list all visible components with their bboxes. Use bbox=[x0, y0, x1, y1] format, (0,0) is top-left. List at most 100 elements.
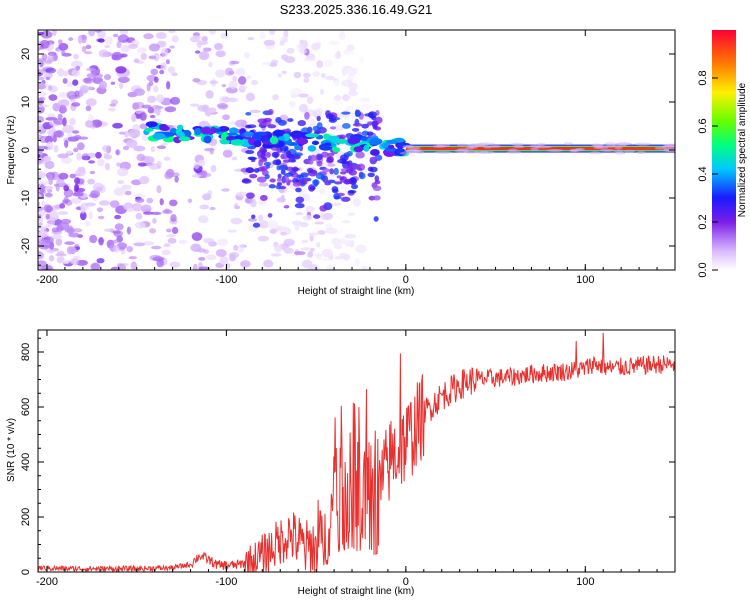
noise-blob bbox=[169, 45, 175, 49]
noise-blob bbox=[155, 105, 164, 110]
noise-blob bbox=[116, 162, 121, 167]
noise-blob bbox=[71, 60, 83, 69]
noise-blob bbox=[207, 47, 212, 52]
noise-blob bbox=[73, 53, 79, 60]
noise-blob bbox=[44, 192, 53, 198]
noise-blob bbox=[45, 213, 50, 220]
noise-blob bbox=[207, 190, 213, 196]
scatter-blob bbox=[263, 161, 271, 167]
noise-blob bbox=[57, 67, 65, 77]
noise-blob bbox=[315, 254, 323, 260]
tone-blob bbox=[272, 130, 283, 137]
noise-blob bbox=[98, 49, 109, 58]
spectrogram-y-axis: -20 -10 0 10 20 bbox=[20, 34, 675, 266]
noise-blob bbox=[168, 199, 178, 207]
noise-blob bbox=[219, 256, 229, 265]
noise-blob bbox=[90, 262, 101, 270]
scatter-blob bbox=[320, 175, 326, 181]
scatter-blob bbox=[251, 214, 256, 219]
noise-blob bbox=[43, 73, 53, 79]
noise-blob bbox=[128, 129, 141, 138]
tone-halo-blob bbox=[614, 146, 623, 150]
tone-blob bbox=[248, 137, 256, 146]
scatter-blob bbox=[372, 185, 382, 192]
scatter-blob bbox=[276, 165, 281, 171]
scatter-blob bbox=[367, 172, 375, 178]
noise-blob bbox=[50, 217, 56, 226]
noise-blob bbox=[112, 33, 119, 38]
noise-blob bbox=[58, 221, 70, 231]
scatter-blob bbox=[373, 216, 379, 222]
noise-blob bbox=[125, 139, 138, 148]
noise-blob bbox=[286, 47, 295, 54]
noise-blob bbox=[89, 125, 97, 129]
noise-blob bbox=[62, 260, 70, 264]
noise-blob bbox=[51, 234, 63, 240]
noise-blob bbox=[135, 198, 145, 203]
noise-blob bbox=[136, 153, 146, 162]
scatter-blob bbox=[251, 158, 256, 163]
tone-halo-blob bbox=[588, 151, 602, 155]
noise-blob bbox=[90, 189, 100, 199]
noise-blob bbox=[289, 87, 302, 96]
noise-blob bbox=[55, 238, 63, 246]
noise-blob bbox=[66, 90, 77, 100]
noise-blob bbox=[301, 193, 311, 202]
tone-halo-blob bbox=[636, 151, 646, 155]
noise-blob bbox=[139, 112, 147, 121]
tone-halo-blob bbox=[474, 150, 489, 154]
noise-blob bbox=[334, 79, 340, 86]
tone-blob bbox=[332, 147, 341, 153]
noise-blob bbox=[303, 58, 316, 62]
colorbar-tick-label: 0.0 bbox=[697, 262, 709, 277]
scatter-blob bbox=[339, 154, 349, 162]
noise-blob bbox=[81, 153, 89, 161]
noise-blob bbox=[72, 228, 83, 233]
scatter-blob bbox=[308, 184, 316, 192]
noise-blob bbox=[47, 129, 54, 136]
tone-blob bbox=[219, 138, 231, 145]
noise-blob bbox=[178, 239, 188, 244]
spectrogram-x-tick-label: 0 bbox=[403, 274, 409, 286]
snr-frame bbox=[37, 329, 676, 573]
noise-blob bbox=[213, 43, 223, 51]
noise-blob bbox=[85, 98, 97, 107]
noise-blob bbox=[309, 118, 317, 128]
noise-blob bbox=[235, 119, 247, 128]
noise-blob bbox=[230, 217, 243, 225]
scatter-blob bbox=[272, 159, 282, 166]
scatter-blob bbox=[329, 168, 335, 175]
noise-blob bbox=[58, 42, 69, 51]
tone-halo-blob bbox=[456, 148, 469, 152]
noise-blob bbox=[98, 236, 104, 246]
scatter-blob bbox=[294, 203, 305, 209]
noise-blob bbox=[53, 145, 59, 153]
noise-blob bbox=[53, 130, 63, 138]
noise-blob bbox=[250, 198, 257, 208]
noise-blob bbox=[66, 81, 74, 87]
noise-blob bbox=[46, 141, 54, 151]
noise-blob bbox=[283, 30, 289, 39]
noise-blob bbox=[228, 70, 235, 75]
noise-blob bbox=[71, 258, 79, 266]
scatter-blob bbox=[267, 213, 273, 218]
tone-halo-blob bbox=[465, 146, 475, 150]
noise-blob bbox=[96, 258, 105, 264]
noise-blob bbox=[104, 162, 111, 171]
noise-blob bbox=[88, 30, 96, 37]
scatter-blob bbox=[271, 151, 280, 158]
noise-blob bbox=[308, 232, 319, 236]
noise-blob bbox=[247, 218, 257, 222]
tone-blob bbox=[203, 135, 212, 144]
tone-blob bbox=[194, 127, 202, 136]
noise-blob bbox=[156, 258, 164, 268]
noise-blob bbox=[127, 207, 134, 213]
noise-blob bbox=[246, 75, 252, 80]
noise-blob bbox=[331, 100, 344, 105]
noise-blob bbox=[170, 96, 181, 105]
noise-blob bbox=[221, 84, 227, 88]
noise-blob bbox=[45, 205, 54, 213]
noise-blob bbox=[215, 69, 226, 78]
noise-blob bbox=[310, 247, 316, 252]
noise-blob bbox=[191, 174, 202, 178]
